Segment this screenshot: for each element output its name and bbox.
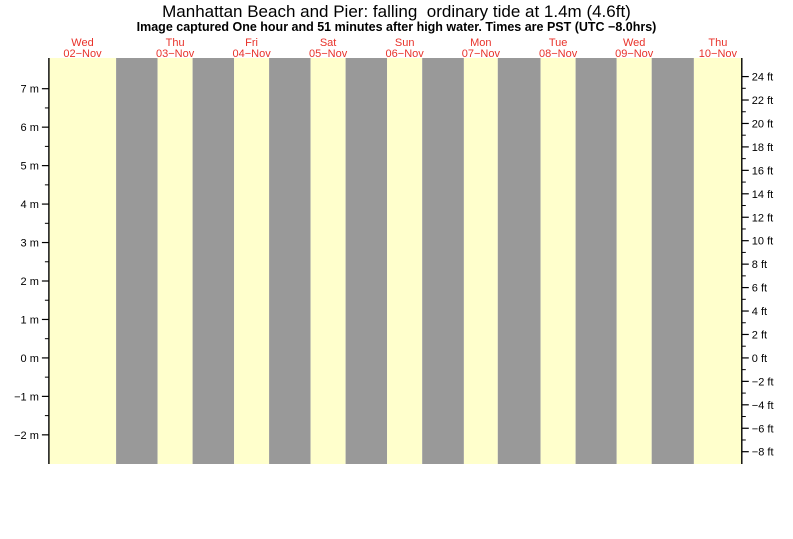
svg-text:10−Nov: 10−Nov — [699, 48, 738, 60]
svg-text:6 m: 6 m — [21, 122, 39, 134]
svg-text:08−Nov: 08−Nov — [539, 48, 578, 60]
svg-text:07−Nov: 07−Nov — [462, 48, 501, 60]
svg-text:3 m: 3 m — [21, 238, 39, 250]
svg-text:20 ft: 20 ft — [752, 118, 773, 130]
svg-text:−6 ft: −6 ft — [752, 423, 774, 435]
svg-text:12 ft: 12 ft — [752, 212, 773, 224]
svg-text:−1 m: −1 m — [14, 391, 39, 403]
svg-text:06−Nov: 06−Nov — [386, 48, 425, 60]
svg-text:4 m: 4 m — [21, 199, 39, 211]
svg-text:1 m: 1 m — [21, 314, 39, 326]
svg-text:16 ft: 16 ft — [752, 165, 773, 177]
svg-text:05−Nov: 05−Nov — [309, 48, 348, 60]
svg-text:6 ft: 6 ft — [752, 283, 767, 295]
svg-text:−2 ft: −2 ft — [752, 376, 774, 388]
svg-text:0 ft: 0 ft — [752, 353, 767, 365]
svg-text:14 ft: 14 ft — [752, 189, 773, 201]
svg-text:22 ft: 22 ft — [752, 95, 773, 107]
svg-text:0 m: 0 m — [21, 353, 39, 365]
svg-text:4 ft: 4 ft — [752, 306, 767, 318]
svg-text:09−Nov: 09−Nov — [615, 48, 654, 60]
svg-text:7 m: 7 m — [21, 84, 39, 96]
svg-text:18 ft: 18 ft — [752, 142, 773, 154]
svg-text:−8 ft: −8 ft — [752, 447, 774, 459]
svg-text:10 ft: 10 ft — [752, 236, 773, 248]
svg-text:−2 m: −2 m — [14, 430, 39, 442]
svg-text:2 m: 2 m — [21, 276, 39, 288]
svg-text:03−Nov: 03−Nov — [156, 48, 195, 60]
svg-text:24 ft: 24 ft — [752, 72, 773, 84]
svg-text:02−Nov: 02−Nov — [63, 48, 102, 60]
svg-text:−4 ft: −4 ft — [752, 400, 774, 412]
svg-text:04−Nov: 04−Nov — [232, 48, 271, 60]
svg-text:5 m: 5 m — [21, 161, 39, 173]
svg-text:8 ft: 8 ft — [752, 259, 767, 271]
svg-text:2 ft: 2 ft — [752, 329, 767, 341]
